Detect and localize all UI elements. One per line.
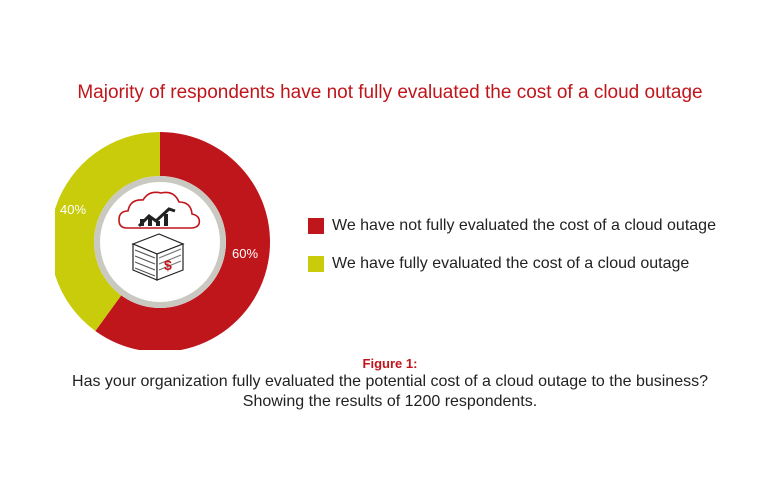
legend-label: We have fully evaluated the cost of a cl… [332, 255, 690, 272]
donut-slice-1 [55, 132, 160, 331]
figure-question: Has your organization fully evaluated th… [72, 373, 708, 390]
legend-swatch-red [308, 218, 324, 234]
money-stack-icon: $ [131, 233, 185, 281]
svg-text:$: $ [164, 257, 172, 273]
figure-subtext: Showing the results of 1200 respondents. [242, 393, 538, 410]
legend-label: We have not fully evaluated the cost of … [332, 217, 716, 234]
donut-slice-0 [95, 132, 270, 350]
donut-chart: $ 60% 40% [55, 132, 270, 350]
figure-label: Figure 1: [362, 356, 418, 371]
legend: We have not fully evaluated the cost of … [308, 215, 716, 291]
cloud-chart-icon [118, 191, 201, 229]
legend-item-evaluated: We have fully evaluated the cost of a cl… [308, 253, 716, 275]
slice-label-1: 40% [60, 202, 86, 217]
legend-swatch-yellow [308, 256, 324, 272]
slice-labels: 60% 40% [60, 202, 258, 261]
legend-item-not-evaluated: We have not fully evaluated the cost of … [308, 215, 716, 237]
chart-title: Majority of respondents have not fully e… [77, 82, 703, 103]
donut-slices [55, 132, 270, 350]
slice-label-0: 60% [232, 246, 258, 261]
inner-grey-ring [94, 176, 226, 308]
